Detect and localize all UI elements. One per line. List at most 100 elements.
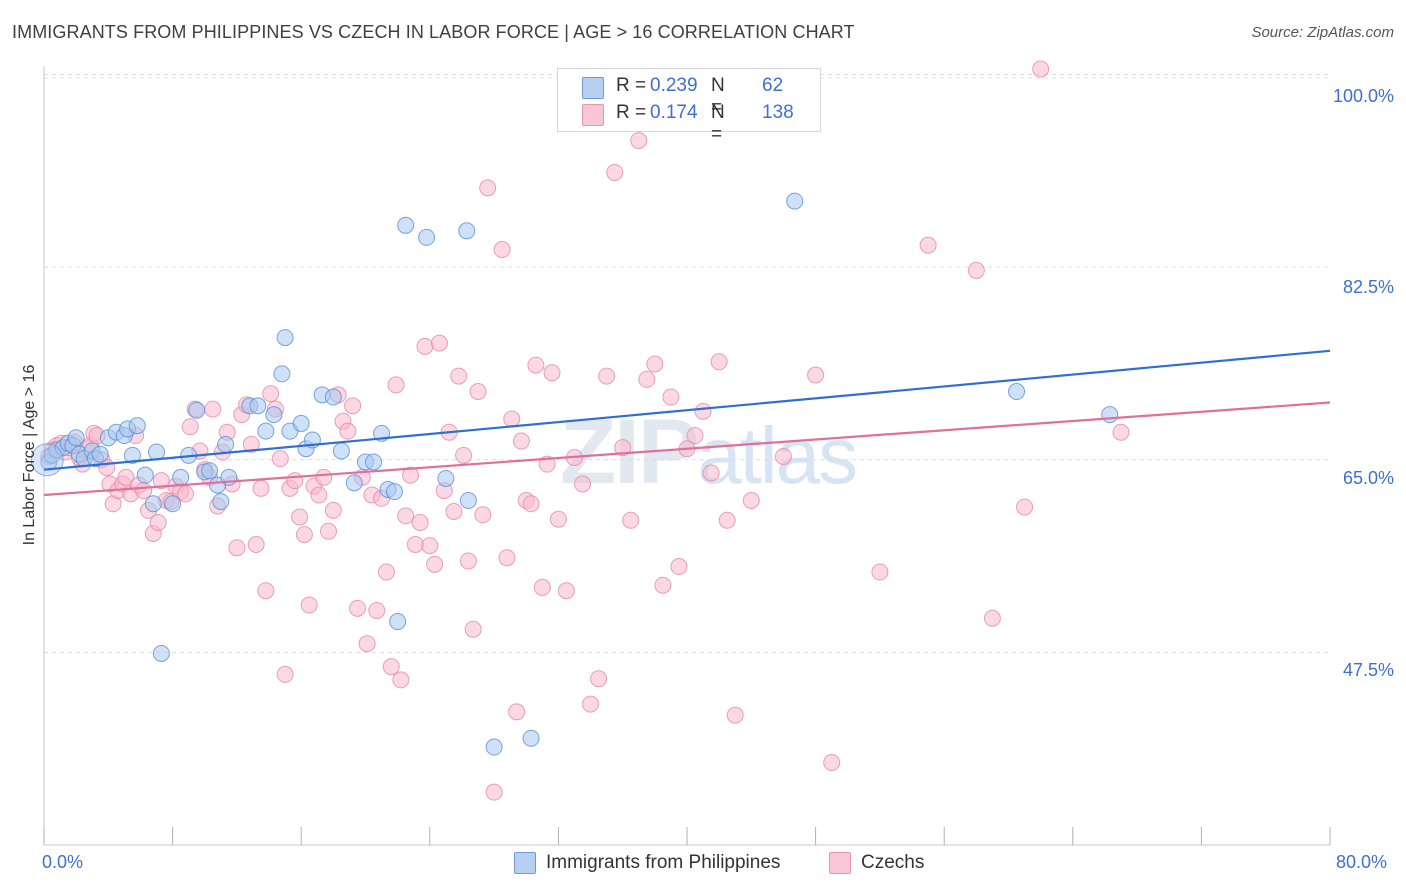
point-philippines [172, 468, 190, 486]
y-tick-label: 47.5% [1342, 660, 1394, 680]
source-credit: Source: ZipAtlas.com [1251, 24, 1394, 41]
point-czechs [271, 450, 289, 468]
point-philippines [345, 474, 363, 492]
point-czechs [474, 506, 492, 524]
point-philippines [332, 442, 350, 460]
legend-r-label: R = [616, 75, 647, 96]
trendline-philippines [43, 349, 1331, 471]
point-czechs [348, 599, 366, 617]
legend-swatch-blue [514, 852, 536, 874]
point-czechs [823, 753, 841, 771]
y-tick-label: 82.5% [1342, 277, 1394, 297]
point-czechs [242, 435, 260, 453]
point-philippines [459, 491, 477, 509]
point-czechs [493, 241, 511, 259]
point-czechs [464, 620, 482, 638]
point-czechs [598, 367, 616, 385]
point-czechs [670, 558, 688, 576]
point-czechs [406, 536, 424, 554]
y-tick-label: 65.0% [1342, 468, 1394, 488]
legend-n-value: 62 [762, 75, 784, 96]
legend-r-value: 0.239 [650, 75, 698, 96]
point-czechs [710, 353, 728, 371]
legend-r-value: 0.174 [650, 102, 698, 123]
legend-r-label: R = [616, 102, 647, 123]
point-czechs [662, 388, 680, 406]
point-philippines [389, 613, 407, 631]
point-czechs [247, 536, 265, 554]
point-philippines [292, 414, 310, 432]
point-czechs [694, 402, 712, 420]
point-czechs [181, 418, 199, 436]
point-czechs [485, 783, 503, 801]
point-czechs [416, 337, 434, 355]
y-tick-label: 100.0% [1332, 86, 1394, 106]
legend-n-label: N = [711, 75, 725, 118]
point-czechs [450, 367, 468, 385]
point-czechs [344, 397, 362, 415]
point-czechs [479, 179, 497, 197]
point-philippines [458, 222, 476, 240]
point-czechs [606, 163, 624, 181]
point-czechs [204, 400, 222, 418]
point-czechs [459, 552, 477, 570]
point-czechs [512, 432, 530, 450]
point-philippines [385, 483, 403, 501]
point-philippines [522, 729, 540, 747]
point-czechs [549, 510, 567, 528]
legend-item-philippines[interactable]: Immigrants from Philippines [514, 852, 780, 874]
point-czechs [397, 507, 415, 525]
point-czechs [774, 447, 792, 465]
point-czechs [503, 410, 521, 428]
point-czechs [622, 511, 640, 529]
point-czechs [557, 582, 575, 600]
point-czechs [646, 355, 664, 373]
point-czechs [702, 464, 720, 482]
point-czechs [402, 466, 420, 484]
point-czechs [377, 563, 395, 581]
point-philippines [152, 644, 170, 662]
chart-title: IMMIGRANTS FROM PHILIPPINES VS CZECH IN … [12, 22, 855, 42]
legend-item-czechs[interactable]: Czechs [829, 852, 924, 874]
point-czechs [276, 665, 294, 683]
point-philippines [188, 401, 206, 419]
point-philippines [1101, 406, 1119, 424]
point-czechs [358, 635, 376, 653]
legend-n-value: 138 [762, 102, 794, 123]
point-czechs [582, 695, 600, 713]
point-philippines [217, 435, 235, 453]
point-philippines [418, 228, 436, 246]
point-czechs [228, 539, 246, 557]
point-philippines [123, 446, 141, 464]
point-czechs [286, 472, 304, 490]
point-philippines [485, 738, 503, 756]
point-czechs [1112, 423, 1130, 441]
point-philippines [136, 466, 154, 484]
point-czechs [445, 502, 463, 520]
point-czechs [638, 370, 656, 388]
point-philippines [128, 417, 146, 435]
point-czechs [543, 364, 561, 382]
point-czechs [574, 475, 592, 493]
series-legend: Immigrants from Philippines Czechs [0, 850, 1406, 880]
point-philippines [201, 462, 219, 480]
point-czechs [533, 578, 551, 596]
point-philippines [276, 329, 294, 347]
point-czechs [295, 526, 313, 544]
point-philippines [786, 192, 804, 210]
legend-n-label: N = [711, 102, 725, 145]
legend-label: Czechs [861, 852, 925, 873]
point-czechs [149, 513, 167, 531]
point-czechs [291, 508, 309, 526]
point-philippines [164, 495, 182, 513]
point-czechs [726, 706, 744, 724]
point-czechs [320, 522, 338, 540]
point-czechs [718, 511, 736, 529]
point-philippines [249, 397, 267, 415]
legend-swatch-pink [582, 104, 604, 126]
point-czechs [421, 537, 439, 555]
point-czechs [382, 658, 400, 676]
point-czechs [630, 132, 648, 150]
legend-swatch-blue [582, 77, 604, 99]
point-czechs [117, 468, 135, 486]
